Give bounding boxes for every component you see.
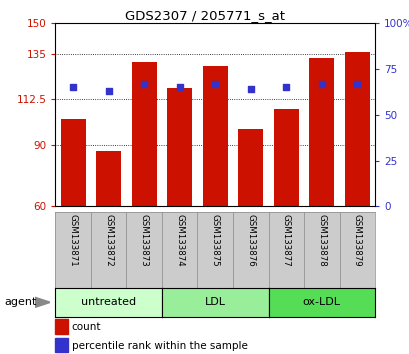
Text: GSM133874: GSM133874 bbox=[175, 214, 184, 267]
Text: GSM133875: GSM133875 bbox=[210, 214, 219, 267]
Point bbox=[353, 81, 360, 86]
Point bbox=[247, 86, 254, 92]
Bar bbox=[344, 52, 369, 206]
Text: count: count bbox=[72, 322, 101, 332]
Bar bbox=[96, 152, 121, 206]
Point bbox=[141, 81, 147, 86]
Bar bbox=[55, 319, 67, 333]
Point bbox=[105, 88, 112, 94]
Text: agent: agent bbox=[4, 297, 36, 307]
Bar bbox=[273, 109, 298, 206]
Text: GSM133879: GSM133879 bbox=[352, 214, 361, 267]
Text: GSM133873: GSM133873 bbox=[139, 214, 148, 267]
Text: ox-LDL: ox-LDL bbox=[302, 297, 340, 307]
Text: LDL: LDL bbox=[204, 297, 225, 307]
Polygon shape bbox=[35, 297, 50, 307]
Bar bbox=[131, 62, 156, 206]
Text: percentile rank within the sample: percentile rank within the sample bbox=[72, 341, 247, 351]
Bar bbox=[309, 58, 333, 206]
Text: GSM133878: GSM133878 bbox=[317, 214, 326, 267]
Point bbox=[318, 81, 324, 86]
Point bbox=[211, 81, 218, 86]
Bar bbox=[55, 338, 67, 352]
Text: GSM133876: GSM133876 bbox=[246, 214, 255, 267]
Bar bbox=[167, 88, 192, 206]
Text: GSM133871: GSM133871 bbox=[68, 214, 77, 267]
Point bbox=[282, 84, 289, 90]
Text: GSM133877: GSM133877 bbox=[281, 214, 290, 267]
Text: untreated: untreated bbox=[81, 297, 136, 307]
Text: GSM133872: GSM133872 bbox=[104, 214, 113, 267]
Bar bbox=[61, 119, 85, 206]
Text: GDS2307 / 205771_s_at: GDS2307 / 205771_s_at bbox=[125, 9, 284, 22]
Bar bbox=[238, 129, 263, 206]
Bar bbox=[202, 66, 227, 206]
Point bbox=[176, 84, 182, 90]
Point bbox=[70, 84, 76, 90]
